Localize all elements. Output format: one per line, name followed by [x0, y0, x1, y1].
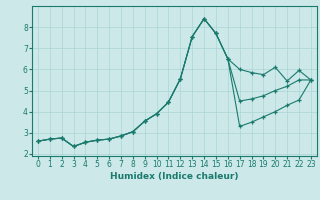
X-axis label: Humidex (Indice chaleur): Humidex (Indice chaleur) — [110, 172, 239, 181]
